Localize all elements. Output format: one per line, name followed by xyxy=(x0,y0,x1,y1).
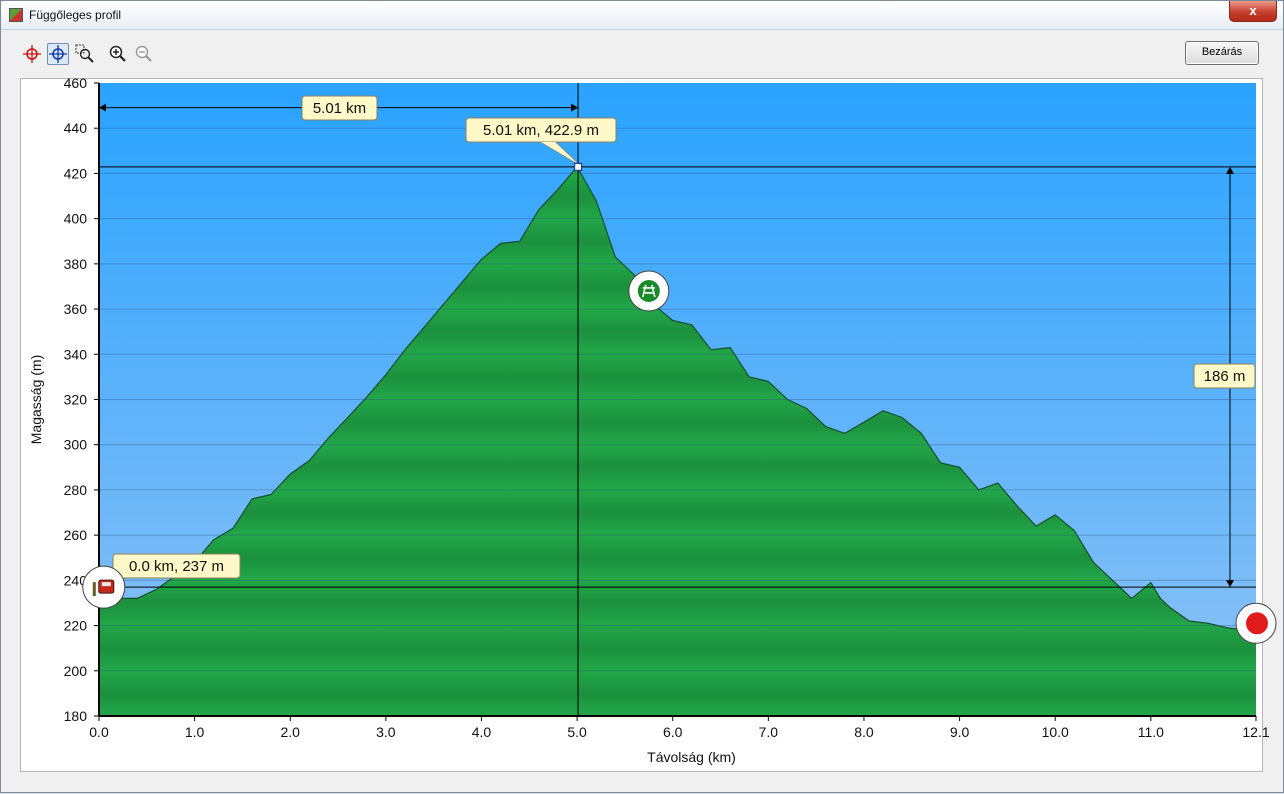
crosshair-blue-icon[interactable] xyxy=(47,43,69,65)
x-tick-label: 0.0 xyxy=(89,724,109,740)
distance-callout-box xyxy=(301,95,378,121)
toolbar: Bezárás xyxy=(1,35,1283,71)
y-tick-label: 240 xyxy=(64,572,88,588)
peak-callout-text: 5.01 km, 422.9 m xyxy=(483,122,599,139)
height-arrow-head xyxy=(1226,580,1234,588)
picnic-table-icon xyxy=(637,279,660,302)
x-tick-label: 9.0 xyxy=(950,724,970,740)
x-tick-label: 5.0 xyxy=(567,724,587,740)
distance-callout-text: 5.01 km xyxy=(313,100,366,117)
terrain-band xyxy=(99,625,1256,671)
distance-arrow-head xyxy=(571,103,579,112)
zoom-in-icon[interactable] xyxy=(107,43,129,65)
y-tick-label: 460 xyxy=(64,75,88,91)
y-tick-label: 340 xyxy=(64,346,88,362)
x-tick-label: 4.0 xyxy=(472,724,492,740)
y-tick-label: 220 xyxy=(64,618,88,634)
height-callout-text: 186 m xyxy=(1204,368,1246,385)
crosshair-red-icon[interactable] xyxy=(21,43,43,65)
x-tick-label: 7.0 xyxy=(759,724,779,740)
distance-arrow-head xyxy=(99,103,106,112)
y-tick-label: 320 xyxy=(64,392,88,408)
car-icon xyxy=(98,579,115,594)
height-arrow-head xyxy=(1226,166,1234,174)
y-tick-label: 400 xyxy=(64,211,88,227)
y-tick-label: 360 xyxy=(64,301,88,317)
title-bar: Függőleges profil x xyxy=(1,1,1283,30)
height-callout-box xyxy=(1193,363,1256,389)
window-close-button[interactable]: x xyxy=(1229,1,1277,22)
y-tick-label: 380 xyxy=(64,256,88,272)
x-tick-label: 2.0 xyxy=(281,724,301,740)
close-button[interactable]: Bezárás xyxy=(1185,41,1259,65)
peak-callout-group: 5.01 km, 422.9 m xyxy=(465,117,617,165)
app-icon xyxy=(9,8,23,22)
y-tick-label: 180 xyxy=(64,708,88,724)
zoom-out-icon[interactable] xyxy=(133,43,155,65)
zoom-window-icon[interactable] xyxy=(74,43,96,65)
y-tick-label: 280 xyxy=(64,482,88,498)
y-tick-label: 300 xyxy=(64,437,88,453)
y-tick-label: 260 xyxy=(64,527,88,543)
distance-callout-group: 5.01 km xyxy=(301,95,378,121)
terrain-band xyxy=(99,670,1256,716)
peak-callout-pointer-fill xyxy=(541,142,579,164)
y-tick-label: 420 xyxy=(64,165,88,181)
window-title: Függőleges profil xyxy=(29,8,122,22)
peak-marker xyxy=(573,162,583,171)
stop-icon xyxy=(1246,612,1268,635)
y-tick-label: 200 xyxy=(64,663,88,679)
car-post xyxy=(92,582,96,597)
x-tick-label: 12.1 xyxy=(1242,724,1269,740)
x-tick-label: 11.0 xyxy=(1138,724,1164,740)
start-callout-box xyxy=(112,553,241,579)
start-callout-group: 0.0 km, 237 m xyxy=(112,553,241,579)
terrain-band xyxy=(99,580,1256,626)
x-axis-title: Távolság (km) xyxy=(647,749,736,765)
start-callout-text: 0.0 km, 237 m xyxy=(129,558,224,575)
terrain-band xyxy=(99,535,1256,581)
x-tick-label: 3.0 xyxy=(376,724,396,740)
height-callout-group: 186 m xyxy=(1193,363,1256,389)
x-tick-label: 8.0 xyxy=(854,724,874,740)
y-tick-label: 440 xyxy=(64,120,88,136)
y-axis-title: Magasság (m) xyxy=(28,355,44,444)
terrain-outline xyxy=(98,165,1256,631)
x-tick-label: 6.0 xyxy=(663,724,683,740)
car-window xyxy=(101,582,111,587)
x-tick-label: 10.0 xyxy=(1042,724,1069,740)
x-tick-label: 1.0 xyxy=(185,724,205,740)
picnic-table-glyph xyxy=(642,284,656,298)
